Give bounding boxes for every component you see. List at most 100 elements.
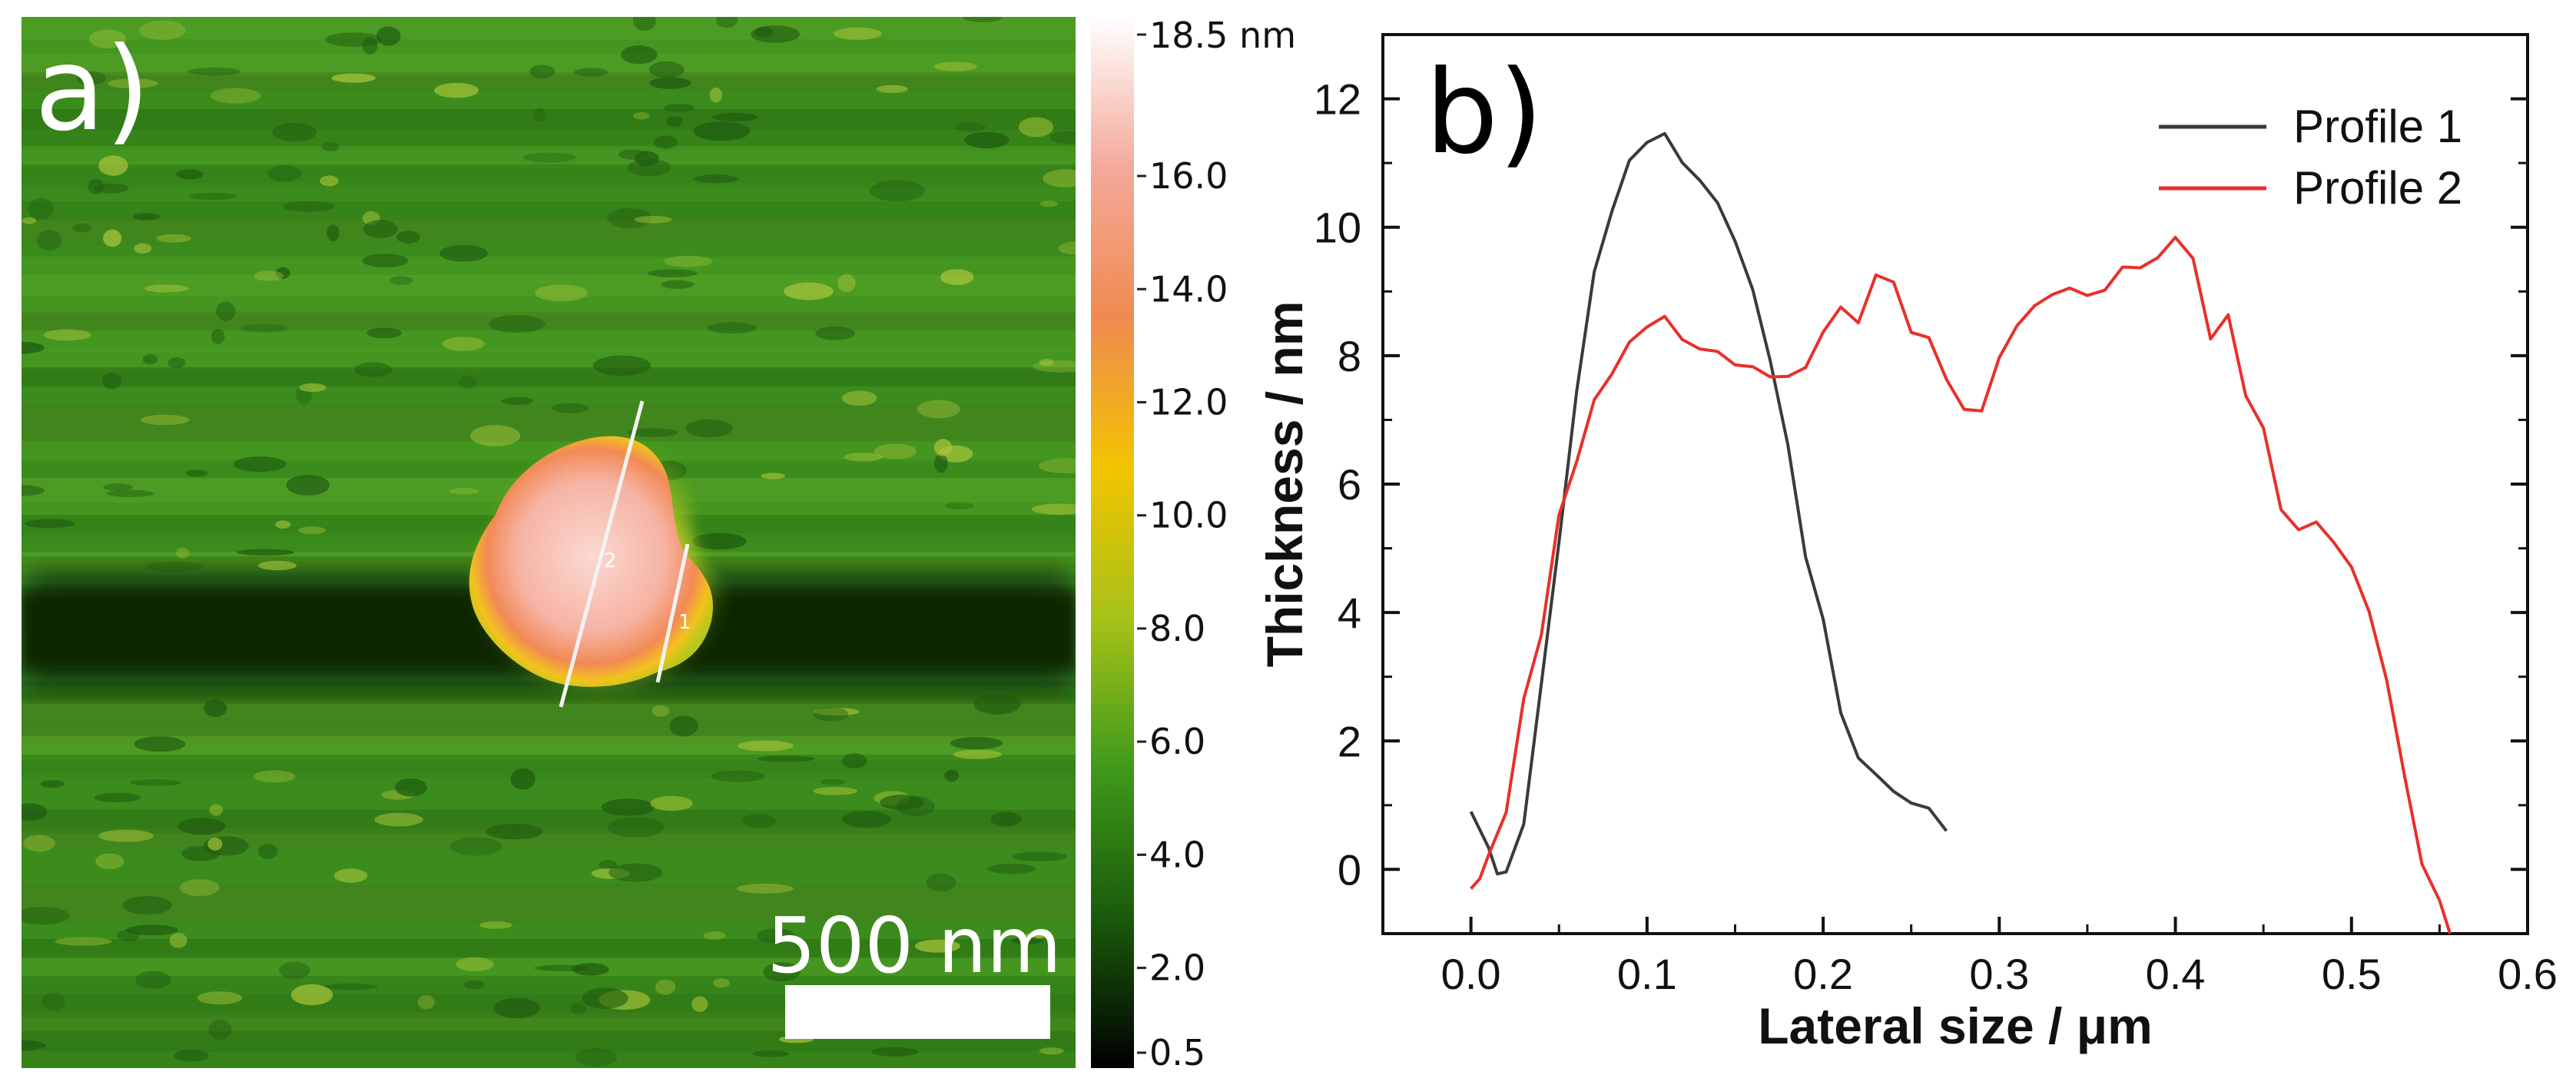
afm-speckle [320,175,339,187]
afm-speckle [574,68,608,77]
panel-label-b: b) [1425,46,1543,180]
afm-speckle [489,315,545,333]
afm-speckle [552,403,589,413]
profile-line-1-label: 1 [678,611,691,634]
afm-image-panel: 2 1 a) 500 nm [22,17,1076,1068]
afm-band-stripe [22,939,1076,959]
afm-speckle [628,428,679,437]
afm-speckle [470,425,521,446]
afm-speckle [841,390,877,406]
colorbar-ticks: 16.0 14.0 12.0 10.0 8.0 6.0 4.0 2.0 0.5 [1137,155,1228,1073]
afm-speckle [501,397,533,406]
afm-speckle [275,267,290,279]
afm-speckle [283,201,335,212]
afm-speckle [362,254,409,267]
afm-speckle [187,67,241,76]
x-tick-label: 0.2 [1793,950,1853,998]
afm-band-stripe [22,201,1076,221]
afm-speckle [666,115,683,128]
afm-speckle [1012,851,1068,861]
afm-speckle [98,155,128,176]
afm-speckle [757,755,815,762]
afm-speckle [156,234,191,243]
afm-speckle [634,215,672,224]
afm-speckle [177,818,226,835]
afm-speckle [456,957,494,972]
afm-speckle [841,811,891,828]
afm-band-stripe [22,423,1076,443]
x-axis-label: Lateral size / μm [1758,997,2153,1054]
afm-speckle [653,135,678,149]
x-tick-label: 0.4 [2146,950,2206,998]
afm-speckle [176,169,204,180]
afm-speckle [278,961,310,980]
afm-speckle [204,699,227,717]
afm-speckle [664,255,713,267]
afm-speckle [871,1047,919,1057]
profile-line-2 [559,400,645,708]
afm-speckle [692,533,747,550]
afm-speckle [167,357,186,369]
x-tick-label: 0.1 [1617,950,1677,998]
afm-speckle [43,329,91,341]
afm-speckle [134,736,186,752]
afm-speckle [914,939,960,953]
y-tick-label: 2 [1338,717,1361,765]
afm-speckle [621,45,658,65]
afm-speckle [179,879,220,897]
afm-speckle [763,962,801,982]
afm-speckle [254,770,296,783]
afm-speckle [1058,241,1076,255]
afm-speckle [185,470,208,477]
afm-speckle [633,17,656,32]
afm-speckle [449,837,502,856]
afm-speckle [510,768,535,790]
afm-speckle [142,353,158,365]
plot-frame [1381,33,2529,935]
afm-speckle [145,561,203,572]
afm-speckle [694,174,738,184]
afm-speckle [363,220,398,238]
afm-speckle [1011,937,1043,944]
afm-speckle [648,61,685,78]
afm-speckle [533,108,546,122]
afm-band-stripe [22,386,1076,407]
afm-speckle [417,994,435,1010]
afm-speckle [22,217,37,224]
afm-speckle [869,180,925,202]
legend: Profile 1 Profile 2 [2159,101,2462,214]
scale-bar-label: 500 nm [767,901,1061,990]
afm-speckle [1039,200,1058,207]
afm-speckle [254,270,284,281]
afm-speckle [1049,131,1076,144]
colorbar-tick-label: 2.0 [1149,947,1205,989]
afm-speckle [650,795,693,811]
afm-band-stripe [22,275,1076,297]
afm-speckle [396,231,420,244]
afm-speckle [964,131,1010,149]
afm-speckle [267,165,302,182]
afm-speckle [926,873,956,892]
colorbar-tick-label: 0.5 [1149,1032,1205,1073]
afm-speckle [841,753,867,769]
afm-speckle [608,863,663,882]
afm-speckle [240,324,289,333]
afm-band-stripe [22,109,1076,130]
afm-speckle [535,284,588,302]
afm-speckle [685,419,733,438]
afm-speckle [176,547,190,559]
afm-speckle [106,489,154,497]
afm-speckle [575,1047,617,1067]
afm-speckle [297,526,327,535]
afm-speckle [89,29,127,49]
afm-speckle [707,322,757,334]
afm-speckle [486,823,543,840]
afm-speckle [211,328,225,344]
y-tick-label: 8 [1338,332,1361,380]
afm-speckle [236,549,294,556]
afm-speckle [711,112,758,121]
afm-speckle [216,301,236,321]
afm-speckle [933,439,953,456]
afm-speckle [290,984,333,1006]
y-axis-label: Thickness / nm [1256,301,1313,668]
